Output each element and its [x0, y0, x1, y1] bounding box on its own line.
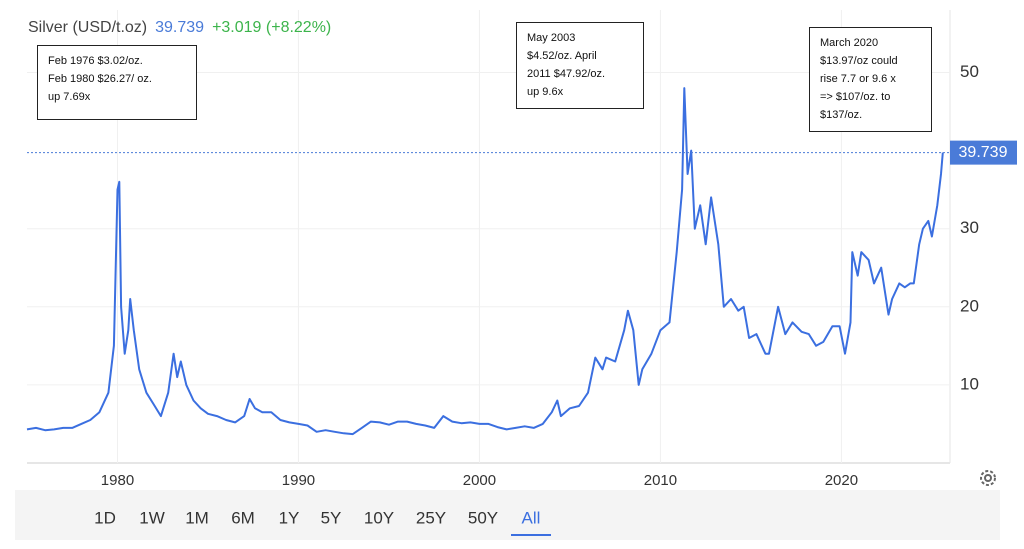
- range-button[interactable]: 6M: [231, 508, 255, 527]
- current-value-tag: [950, 140, 1017, 165]
- range-button[interactable]: 1M: [185, 508, 209, 527]
- annotation-line: 2011 $47.92/oz.: [527, 68, 606, 80]
- range-button[interactable]: All: [522, 508, 541, 527]
- current-value: 39.739: [155, 19, 205, 36]
- x-tick-label: 1980: [101, 472, 134, 489]
- annotation-line: => $107/oz. to: [820, 91, 891, 103]
- annotation: May 2003 $4.52/oz. April 2011 $47.92/oz. up…: [516, 22, 644, 109]
- range-bar: [15, 490, 1000, 540]
- annotation-line: rise 7.7 or 9.6 x: [820, 73, 896, 85]
- x-tick-label: 2000: [463, 472, 496, 489]
- range-button[interactable]: 1W: [139, 508, 165, 527]
- chart-title: Silver (USD/t.oz): [28, 19, 148, 36]
- x-tick-label: 2020: [825, 472, 858, 489]
- annotation-line: $4.52/oz. April: [527, 50, 597, 62]
- y-tick-label: 20: [960, 296, 979, 315]
- range-button[interactable]: 50Y: [468, 508, 498, 527]
- range-button[interactable]: 5Y: [321, 508, 342, 527]
- change: +3.019 (+8.22%): [212, 19, 332, 36]
- current-value-label: 39.739: [959, 144, 1008, 161]
- annotation-line: $137/oz.: [820, 109, 863, 121]
- x-tick-label: 2010: [644, 472, 677, 489]
- annotation-line: $13.97/oz could: [820, 55, 898, 67]
- y-tick-label: 30: [960, 218, 979, 237]
- annotation-line: March 2020: [820, 37, 879, 49]
- price-line: [26, 87, 944, 436]
- y-tick-label: 10: [960, 374, 979, 393]
- annotation: Feb 1976 $3.02/oz. Feb 1980 $26.27/ oz. up…: [37, 45, 197, 120]
- range-button[interactable]: 1Y: [279, 508, 300, 527]
- annotation-line: May 2003: [527, 32, 576, 44]
- header: Silver (USD/t.oz) 39.739 +3.019 (+8.22%): [28, 19, 339, 37]
- annotation-line: up 9.6x: [527, 86, 564, 98]
- annotation-line: Feb 1980 $26.27/ oz.: [48, 73, 152, 85]
- annotation: March 2020 $13.97/oz could rise 7.7 or 9.6…: [809, 27, 932, 132]
- annotation-line: up 7.69x: [48, 91, 91, 103]
- y-tick-label: 50: [960, 62, 979, 81]
- range-button[interactable]: 10Y: [364, 508, 394, 527]
- range-button[interactable]: 1D: [94, 508, 116, 527]
- x-tick-label: 1990: [282, 472, 315, 489]
- range-button[interactable]: 25Y: [416, 508, 446, 527]
- settings-icon[interactable]: [980, 470, 996, 486]
- annotation-line: Feb 1976 $3.02/oz.: [48, 55, 143, 67]
